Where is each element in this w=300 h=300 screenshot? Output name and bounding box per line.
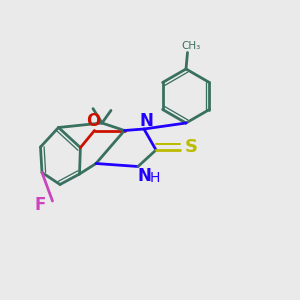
Text: H: H (149, 171, 160, 185)
Text: S: S (185, 138, 198, 156)
Text: CH₃: CH₃ (181, 41, 200, 52)
Text: N: N (137, 167, 151, 185)
Text: O: O (86, 112, 100, 130)
Text: N: N (140, 112, 153, 130)
Text: F: F (35, 196, 46, 214)
